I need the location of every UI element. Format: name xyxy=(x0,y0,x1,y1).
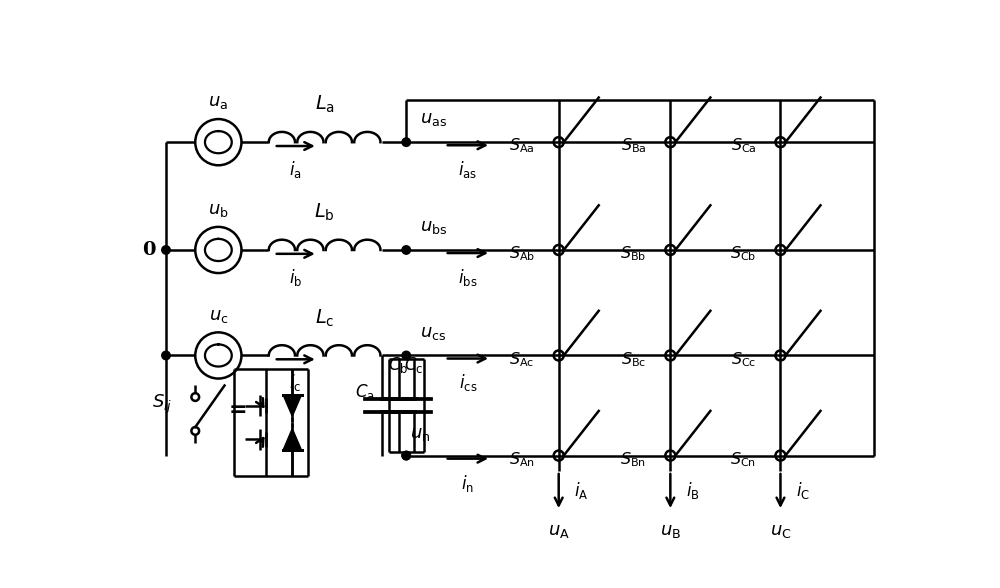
Text: $u_{\mathrm{A}}$: $u_{\mathrm{A}}$ xyxy=(548,522,570,540)
Circle shape xyxy=(402,452,410,460)
Polygon shape xyxy=(283,429,302,450)
Text: $i_{\mathrm{b}}$: $i_{\mathrm{b}}$ xyxy=(289,267,302,288)
Text: $S_{\mathrm{Ca}}$: $S_{\mathrm{Ca}}$ xyxy=(731,136,756,155)
Text: $S_{\mathrm{Ac}}$: $S_{\mathrm{Ac}}$ xyxy=(509,350,534,369)
Text: $i_{\mathrm{C}}$: $i_{\mathrm{C}}$ xyxy=(796,480,810,502)
Text: $u_{\mathrm{c}}$: $u_{\mathrm{c}}$ xyxy=(209,307,228,325)
Circle shape xyxy=(402,452,410,460)
Text: =: = xyxy=(228,400,247,420)
Text: $u_{\mathrm{C}}$: $u_{\mathrm{C}}$ xyxy=(770,522,791,540)
Text: $i_{\mathrm{B}}$: $i_{\mathrm{B}}$ xyxy=(686,480,699,502)
Circle shape xyxy=(402,138,410,146)
Text: $u_{\mathrm{n}}$: $u_{\mathrm{n}}$ xyxy=(410,425,430,443)
Text: $S_{\mathrm{Cc}}$: $S_{\mathrm{Cc}}$ xyxy=(731,350,756,369)
Text: $C_{\mathrm{c}}$: $C_{\mathrm{c}}$ xyxy=(404,356,424,376)
Text: $S_{\mathrm{Ba}}$: $S_{\mathrm{Ba}}$ xyxy=(621,136,646,155)
Text: $u_{\mathrm{bs}}$: $u_{\mathrm{bs}}$ xyxy=(420,218,448,236)
Text: $L_{\mathrm{a}}$: $L_{\mathrm{a}}$ xyxy=(315,94,335,115)
Text: $i_{\mathrm{a}}$: $i_{\mathrm{a}}$ xyxy=(289,159,302,180)
Text: $S_{\mathrm{Cb}}$: $S_{\mathrm{Cb}}$ xyxy=(730,245,757,263)
Circle shape xyxy=(162,246,170,254)
Text: $S_{\mathrm{Bb}}$: $S_{\mathrm{Bb}}$ xyxy=(620,245,647,263)
Text: $i_{\mathrm{n}}$: $i_{\mathrm{n}}$ xyxy=(461,473,474,493)
Text: $S_{\mathrm{Bc}}$: $S_{\mathrm{Bc}}$ xyxy=(621,350,646,369)
Text: $C_{\mathrm{b}}$: $C_{\mathrm{b}}$ xyxy=(388,356,409,376)
Text: $u_{\mathrm{b}}$: $u_{\mathrm{b}}$ xyxy=(208,201,229,219)
Text: $S_{\mathrm{Cn}}$: $S_{\mathrm{Cn}}$ xyxy=(730,450,757,469)
Text: $u_{\mathrm{a}}$: $u_{\mathrm{a}}$ xyxy=(208,93,228,111)
Text: $i_{\mathrm{cs}}$: $i_{\mathrm{cs}}$ xyxy=(459,372,477,393)
Text: $S_{\mathrm{Aa}}$: $S_{\mathrm{Aa}}$ xyxy=(509,136,535,155)
Circle shape xyxy=(162,351,170,360)
Text: $i_{\mathrm{A}}$: $i_{\mathrm{A}}$ xyxy=(574,480,589,502)
Text: 0: 0 xyxy=(142,241,156,259)
Text: $S_{\mathrm{Bn}}$: $S_{\mathrm{Bn}}$ xyxy=(620,450,646,469)
Text: $u_{\mathrm{cs}}$: $u_{\mathrm{cs}}$ xyxy=(420,323,446,342)
Text: $i_{\mathrm{c}}$: $i_{\mathrm{c}}$ xyxy=(289,372,301,393)
Text: $S_{\mathrm{Ab}}$: $S_{\mathrm{Ab}}$ xyxy=(509,245,535,263)
Circle shape xyxy=(402,351,410,360)
Text: $u_{\mathrm{as}}$: $u_{\mathrm{as}}$ xyxy=(420,111,447,128)
Circle shape xyxy=(402,246,410,254)
Text: $S_{\mathrm{An}}$: $S_{\mathrm{An}}$ xyxy=(509,450,535,469)
Polygon shape xyxy=(283,395,302,416)
Text: $u_{\mathrm{B}}$: $u_{\mathrm{B}}$ xyxy=(660,522,681,540)
Text: $i_{\mathrm{bs}}$: $i_{\mathrm{bs}}$ xyxy=(458,267,478,288)
Text: $L_{\mathrm{b}}$: $L_{\mathrm{b}}$ xyxy=(314,202,335,223)
Text: $i_{\mathrm{as}}$: $i_{\mathrm{as}}$ xyxy=(458,159,477,180)
Text: $C_{\mathrm{a}}$: $C_{\mathrm{a}}$ xyxy=(355,382,375,402)
Text: $S_{ij}$: $S_{ij}$ xyxy=(152,393,173,416)
Text: $L_{\mathrm{c}}$: $L_{\mathrm{c}}$ xyxy=(315,307,334,329)
